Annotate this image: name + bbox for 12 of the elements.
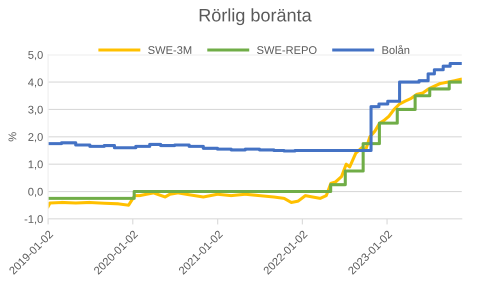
y-tick-label: 0,0 (28, 188, 43, 197)
y-tick-label: 3,0 (28, 106, 43, 115)
y-axis-title: % (8, 132, 16, 142)
legend-label: Bolån (382, 44, 410, 54)
y-tick-label: 4,0 (28, 78, 43, 88)
legend-label: SWE-3M (148, 46, 192, 54)
chart-title: Rörlig boränta (200, 8, 312, 26)
y-tick-label: 1,0 (28, 160, 43, 170)
legend-label: SWE-REPO (257, 46, 317, 54)
y-tick-label: 2,0 (28, 133, 43, 142)
y-tick-label: -1,0 (24, 215, 43, 224)
y-tick-label: 5,0 (28, 50, 43, 60)
